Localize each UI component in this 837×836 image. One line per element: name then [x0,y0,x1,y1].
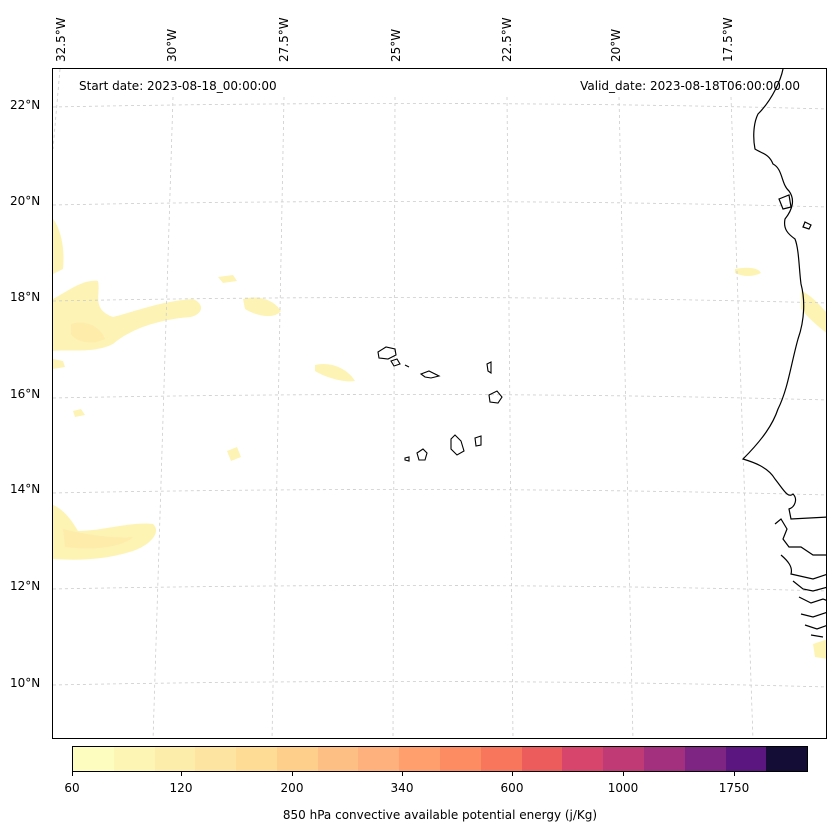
lat-label: 22°N [10,98,41,112]
colorbar-tick-label: 600 [500,781,524,795]
lon-label: 27.5°W [277,17,291,62]
colorbar-segment [684,747,726,771]
valid-date-text: Valid_date: 2023-08-18T06:00:00.00 [580,79,800,93]
colorbar-tick-label: 1750 [718,781,750,795]
colorbar-segment [725,747,767,771]
colorbar-tick [181,772,182,776]
lat-label: 10°N [10,676,41,690]
colorbar-segment [562,747,604,771]
start-date-text: Start date: 2023-08-18_00:00:00 [79,79,277,93]
colorbar-segment [358,747,400,771]
colorbar [72,746,808,772]
colorbar-segment [73,747,114,771]
colorbar-segment [276,747,318,771]
lon-label: 22.5°W [500,17,514,62]
colorbar-tick [292,772,293,776]
colorbar-tick [734,772,735,776]
cape-verde-islands [377,346,503,462]
lat-label: 12°N [10,579,41,593]
colorbar-segment [317,747,359,771]
colorbar-segment [521,747,563,771]
lon-label: 25°W [389,28,403,62]
colorbar-segment [113,747,155,771]
colorbar-title: 850 hPa convective available potential e… [282,808,598,822]
map-panel: Start date: 2023-08-18_00:00:00 Valid_da… [52,68,827,739]
colorbar-segment [236,747,277,771]
lat-label: 18°N [10,290,41,304]
colorbar-segment [195,747,237,771]
gridlines [53,69,826,738]
colorbar-segment [154,747,196,771]
colorbar-segment [480,747,522,771]
colorbar-segment [643,747,685,771]
colorbar-segment [766,747,808,771]
colorbar-tick [402,772,403,776]
lon-label: 32.5°W [54,17,68,62]
colorbar-tick [72,772,73,776]
lon-label: 20°W [609,28,623,62]
colorbar-segment [399,747,441,771]
colorbar-tick-label: 1000 [607,781,639,795]
colorbar-tick-label: 60 [64,781,80,795]
lat-label: 16°N [10,387,41,401]
colorbar-tick-label: 340 [390,781,414,795]
coastline-africa [741,69,826,638]
map-canvas [53,69,826,738]
lon-label: 30°W [165,28,179,62]
colorbar-tick-label: 200 [280,781,304,795]
lat-label: 14°N [10,482,41,496]
cape-fields [53,219,826,659]
colorbar-tick [623,772,624,776]
cape-darker-core [63,322,133,549]
colorbar-segment [603,747,644,771]
colorbar-segment [440,747,481,771]
colorbar-tick [512,772,513,776]
lon-label: 17.5°W [721,17,735,62]
lat-label: 20°N [10,194,41,208]
colorbar-tick-label: 120 [169,781,193,795]
